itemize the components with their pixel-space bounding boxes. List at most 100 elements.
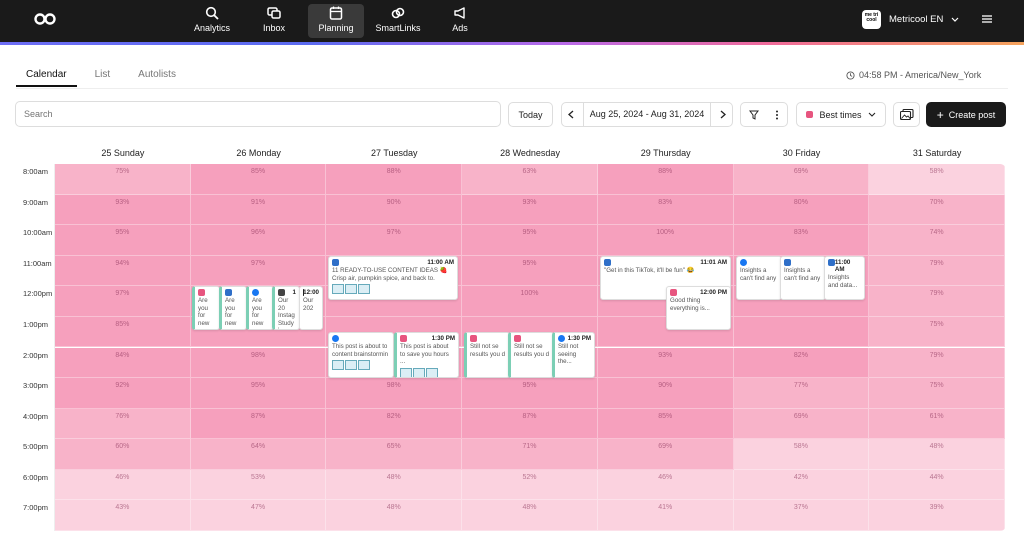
post-card[interactable]: Insights a can't find any — [780, 256, 826, 300]
heatmap-cell[interactable]: 76% — [55, 408, 191, 440]
heatmap-cell[interactable]: 96% — [190, 225, 327, 256]
heatmap-cell[interactable]: 95% — [190, 378, 327, 409]
metricool-logo-icon[interactable] — [34, 12, 56, 26]
heatmap-cell[interactable] — [733, 316, 870, 348]
heatmap-cell[interactable]: 74% — [869, 225, 1005, 256]
heatmap-cell[interactable]: 97% — [190, 255, 327, 287]
heatmap-cell[interactable]: 58% — [733, 439, 870, 470]
heatmap-cell[interactable]: 93% — [597, 347, 734, 379]
post-card[interactable]: Insights a can't find any — [736, 256, 782, 300]
heatmap-cell[interactable]: 93% — [462, 194, 598, 226]
heatmap-cell[interactable]: 63% — [462, 164, 598, 195]
hamburger-menu-icon[interactable] — [982, 14, 992, 24]
post-card[interactable]: 11:00 AM Insights and data... — [824, 256, 865, 300]
post-card[interactable]: 11:01 AM "Get in this TikTok, it'll be f… — [600, 256, 731, 300]
filter-icon[interactable] — [749, 110, 759, 120]
post-card[interactable]: This post is about to content brainstorm… — [328, 332, 394, 378]
heatmap-cell[interactable]: 95% — [462, 378, 598, 409]
heatmap-cell[interactable]: 83% — [733, 225, 870, 256]
heatmap-cell[interactable]: 82% — [326, 408, 463, 440]
tab-autolists[interactable]: Autolists — [138, 69, 176, 80]
more-vertical-icon[interactable] — [775, 110, 779, 120]
post-card[interactable]: 1:30 PM This post is about to save you h… — [394, 332, 459, 378]
heatmap-cell[interactable]: 48% — [462, 500, 598, 531]
heatmap-cell[interactable]: 88% — [326, 164, 463, 195]
heatmap-cell[interactable]: 37% — [733, 500, 870, 531]
nav-ads[interactable]: Ads — [432, 4, 488, 38]
timezone-indicator[interactable]: 04:58 PM - America/New_York — [846, 70, 981, 80]
heatmap-cell[interactable]: 90% — [597, 378, 734, 409]
post-card[interactable]: 12:00 PM Good thing everything is... — [666, 286, 731, 330]
heatmap-cell[interactable]: 84% — [55, 347, 191, 379]
account-switcher[interactable]: me tri cool Metricool EN — [862, 10, 959, 29]
post-card[interactable]: Are you for new — [219, 286, 247, 330]
nav-smartlinks[interactable]: SmartLinks — [370, 4, 426, 38]
post-card[interactable]: 1:30 PM Still not seeing the... — [552, 332, 595, 378]
heatmap-cell[interactable]: 48% — [326, 500, 463, 531]
heatmap-cell[interactable]: 42% — [733, 469, 870, 501]
heatmap-cell[interactable]: 97% — [326, 225, 463, 256]
heatmap-cell[interactable]: 93% — [55, 194, 191, 226]
heatmap-cell[interactable]: 82% — [733, 347, 870, 379]
heatmap-cell[interactable]: 69% — [733, 408, 870, 440]
heatmap-cell[interactable]: 69% — [597, 439, 734, 470]
chevron-left-icon[interactable] — [568, 110, 574, 119]
heatmap-cell[interactable]: 48% — [326, 469, 463, 501]
heatmap-cell[interactable]: 48% — [869, 439, 1005, 470]
heatmap-cell[interactable]: 64% — [190, 439, 327, 470]
heatmap-cell[interactable]: 79% — [869, 255, 1005, 287]
nav-analytics[interactable]: Analytics — [184, 4, 240, 38]
heatmap-cell[interactable]: 94% — [55, 255, 191, 287]
heatmap-cell[interactable]: 83% — [597, 194, 734, 226]
heatmap-cell[interactable]: 77% — [733, 378, 870, 409]
post-card[interactable]: Still not se results you d — [508, 332, 554, 378]
media-library-button[interactable] — [893, 102, 920, 127]
heatmap-cell[interactable]: 100% — [597, 225, 734, 256]
heatmap-cell[interactable]: 75% — [869, 316, 1005, 348]
best-times-select[interactable]: Best times — [796, 102, 886, 127]
heatmap-cell[interactable]: 75% — [55, 164, 191, 195]
heatmap-cell[interactable]: 80% — [733, 194, 870, 226]
heatmap-cell[interactable]: 92% — [55, 378, 191, 409]
heatmap-cell[interactable]: 91% — [190, 194, 327, 226]
heatmap-cell[interactable]: 58% — [869, 164, 1005, 195]
heatmap-cell[interactable]: 41% — [597, 500, 734, 531]
heatmap-cell[interactable]: 47% — [190, 500, 327, 531]
heatmap-cell[interactable]: 79% — [869, 347, 1005, 379]
heatmap-cell[interactable]: 85% — [597, 408, 734, 440]
heatmap-cell[interactable]: 88% — [597, 164, 734, 195]
heatmap-cell[interactable]: 87% — [462, 408, 598, 440]
tab-list[interactable]: List — [94, 69, 111, 80]
heatmap-cell[interactable]: 52% — [462, 469, 598, 501]
date-range-label[interactable]: Aug 25, 2024 - Aug 31, 2024 — [582, 103, 712, 126]
post-card[interactable]: 12:00 Our 202 — [299, 286, 323, 330]
heatmap-cell[interactable]: 46% — [597, 469, 734, 501]
heatmap-cell[interactable]: 44% — [869, 469, 1005, 501]
heatmap-cell[interactable]: 95% — [55, 225, 191, 256]
heatmap-cell[interactable]: 70% — [869, 194, 1005, 226]
chevron-right-icon[interactable] — [720, 110, 726, 119]
tab-calendar[interactable]: Calendar — [16, 66, 77, 87]
heatmap-cell[interactable]: 98% — [190, 347, 327, 379]
heatmap-cell[interactable]: 90% — [326, 194, 463, 226]
heatmap-cell[interactable]: 87% — [190, 408, 327, 440]
post-card[interactable]: 11:00 AM 11 READY-TO-USE CONTENT IDEAS 🍓… — [328, 256, 458, 300]
heatmap-cell[interactable]: 43% — [55, 500, 191, 531]
heatmap-cell[interactable]: 95% — [462, 225, 598, 256]
today-button[interactable]: Today — [508, 102, 553, 127]
heatmap-cell[interactable]: 69% — [733, 164, 870, 195]
heatmap-cell[interactable]: 39% — [869, 500, 1005, 531]
heatmap-cell[interactable]: 79% — [869, 286, 1005, 317]
heatmap-cell[interactable]: 95% — [462, 255, 598, 287]
post-card[interactable]: 1 Our 20 Instag Study i — [272, 286, 300, 330]
heatmap-cell[interactable]: 75% — [869, 378, 1005, 409]
heatmap-cell[interactable]: 60% — [55, 439, 191, 470]
post-card[interactable]: Are you for new — [246, 286, 274, 330]
nav-planning[interactable]: Planning — [308, 4, 364, 38]
heatmap-cell[interactable]: 71% — [462, 439, 598, 470]
heatmap-cell[interactable]: 97% — [55, 286, 191, 317]
post-card[interactable]: Are you for new — [192, 286, 220, 330]
post-card[interactable]: Still not se results you d — [464, 332, 510, 378]
create-post-button[interactable]: + Create post — [926, 102, 1006, 127]
heatmap-cell[interactable]: 85% — [55, 316, 191, 348]
